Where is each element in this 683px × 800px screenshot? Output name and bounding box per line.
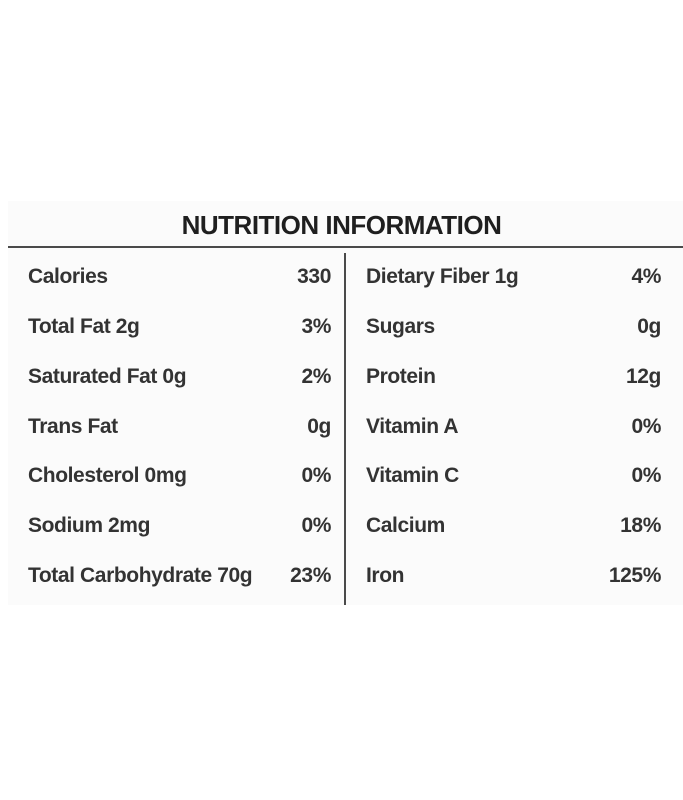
- nutrient-value: 330: [297, 265, 331, 288]
- nutrient-row-dietary-fiber: Dietary Fiber 1g 4%: [366, 260, 661, 294]
- nutrient-label: Sugars: [366, 315, 435, 338]
- nutrient-value: 12g: [626, 365, 661, 388]
- nutrient-label: Protein: [366, 365, 436, 388]
- nutrient-label: Iron: [366, 564, 405, 587]
- nutrient-label: Total Carbohydrate 70g: [28, 564, 253, 587]
- nutrient-row-vitamin-c: Vitamin C 0%: [366, 459, 661, 493]
- nutrient-label: Trans Fat: [28, 415, 118, 438]
- nutrient-label: Cholesterol 0mg: [28, 464, 187, 487]
- nutrient-row-trans-fat: Trans Fat 0g: [28, 410, 331, 444]
- nutrient-row-vitamin-a: Vitamin A 0%: [366, 410, 661, 444]
- nutrient-row-total-fat: Total Fat 2g 3%: [28, 310, 331, 344]
- nutrient-value: 0%: [301, 464, 331, 487]
- nutrient-row-calories: Calories 330: [28, 260, 331, 294]
- nutrition-title: NUTRITION INFORMATION: [181, 210, 502, 240]
- nutrient-row-sodium: Sodium 2mg 0%: [28, 509, 331, 543]
- nutrient-value: 4%: [631, 265, 661, 288]
- nutrient-label: Calcium: [366, 514, 445, 537]
- nutrient-label: Total Fat 2g: [28, 315, 140, 338]
- nutrient-label: Dietary Fiber 1g: [366, 265, 519, 288]
- nutrient-label: Saturated Fat 0g: [28, 365, 187, 388]
- nutrient-value: 0g: [307, 415, 331, 438]
- nutrient-value: 2%: [301, 365, 331, 388]
- nutrient-value: 0%: [631, 415, 661, 438]
- column-divider: [344, 253, 346, 605]
- nutrient-label: Vitamin C: [366, 464, 459, 487]
- nutrient-value: 3%: [301, 315, 331, 338]
- nutrient-row-calcium: Calcium 18%: [366, 509, 661, 543]
- nutrient-value: 23%: [290, 564, 331, 587]
- nutrient-row-sugars: Sugars 0g: [366, 310, 661, 344]
- nutrient-row-cholesterol: Cholesterol 0mg 0%: [28, 459, 331, 493]
- nutrient-label: Vitamin A: [366, 415, 459, 438]
- nutrient-value: 0%: [631, 464, 661, 487]
- nutrient-value: 18%: [620, 514, 661, 537]
- nutrient-row-protein: Protein 12g: [366, 360, 661, 394]
- nutrient-row-total-carbohydrate: Total Carbohydrate 70g 23%: [28, 559, 331, 593]
- nutrient-label: Calories: [28, 265, 108, 288]
- nutrient-value: 0g: [637, 315, 661, 338]
- nutrient-value: 0%: [301, 514, 331, 537]
- nutrient-label: Sodium 2mg: [28, 514, 151, 537]
- title-rule: [8, 246, 683, 248]
- nutrient-value: 125%: [608, 564, 662, 587]
- nutrient-row-saturated-fat: Saturated Fat 0g 2%: [28, 360, 331, 394]
- nutrient-row-iron: Iron 125%: [366, 559, 661, 593]
